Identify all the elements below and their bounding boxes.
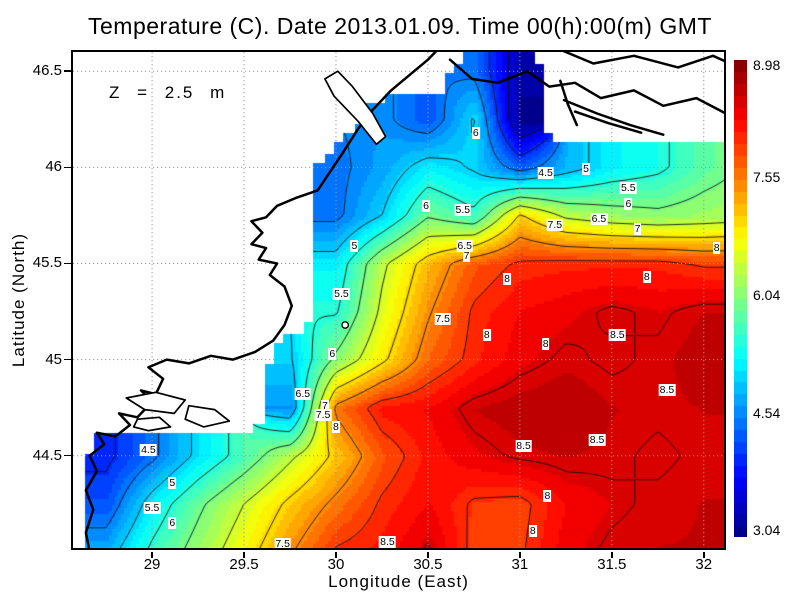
x-axis-tick <box>335 552 337 558</box>
x-axis-tick <box>151 552 153 558</box>
colorbar-tick-label: 4.54 <box>753 404 781 421</box>
y-axis-tick <box>64 70 71 72</box>
contour-label: 6 <box>422 199 430 212</box>
contour-label: 5.5 <box>620 182 637 195</box>
x-axis-tick <box>427 552 429 558</box>
contour-label: 5.5 <box>143 501 161 514</box>
contour-label: 8 <box>482 328 491 341</box>
coastline <box>562 98 665 136</box>
colorbar-tick-label: 6.04 <box>753 287 781 304</box>
contour-label: 5 <box>168 476 177 489</box>
contour-label: 4.5 <box>537 167 554 180</box>
colorbar-tick-label: 3.04 <box>753 521 781 538</box>
contour-label: 8.5 <box>609 328 626 341</box>
heatmap-canvas <box>73 52 724 548</box>
contour-label: 7 <box>633 222 642 235</box>
depth-annotation: Z = 2.5 m <box>109 83 227 102</box>
contour-label: 4.5 <box>140 443 157 456</box>
contour-label: 7.5 <box>274 538 291 550</box>
contour-label: 6 <box>168 517 177 529</box>
contour-label: 8 <box>541 338 550 351</box>
contour-label: 6.5 <box>294 388 312 401</box>
x-tick-label: 29.5 <box>229 556 259 573</box>
coastline <box>573 110 643 134</box>
contour-label: 6.5 <box>590 213 608 226</box>
y-axis-tick <box>64 454 71 457</box>
contour-label: 5.5 <box>454 203 472 216</box>
lake-outline <box>184 404 231 428</box>
contour-label: 8 <box>503 272 511 285</box>
contour-label: 5 <box>350 240 359 253</box>
contour-label: 5 <box>582 163 590 176</box>
contour-label: 8 <box>543 490 552 503</box>
plot-title: Temperature (C). Date 2013.01.09. Time 0… <box>88 13 712 39</box>
lake-outline <box>324 70 387 146</box>
coastline <box>448 58 724 114</box>
plot-area: Z = 2.5 m 6 4.5 5 5.5 6 6.5 7 8 6 5.5 6.5 7 7.5 8 8 5 5.… <box>71 50 726 550</box>
x-axis-tick <box>611 552 613 558</box>
contour-label: 6 <box>328 347 337 360</box>
contour-label: 8 <box>642 270 651 283</box>
coastline <box>559 79 579 127</box>
y-tick-label: 45 <box>45 350 62 368</box>
x-tick-label: 30 <box>327 556 345 573</box>
contour-label: 7 <box>321 399 329 412</box>
y-axis-tick <box>64 358 71 361</box>
x-tick-label: 30.5 <box>413 556 443 573</box>
contour-label: 8 <box>712 242 721 255</box>
y-tick-label: 46 <box>45 158 62 176</box>
colorbar-tick-label: 8.98 <box>753 57 781 74</box>
y-axis-label-svg: Latitude (North) <box>9 233 28 367</box>
contour-label: 8.5 <box>379 536 396 549</box>
contour-label: 6 <box>471 126 480 139</box>
colorbar <box>734 60 747 537</box>
contour-label: 5.5 <box>333 288 350 301</box>
x-tick-label: 31 <box>511 556 529 573</box>
contour-label: 7 <box>462 249 471 262</box>
x-axis-label: Longitude (East) <box>328 572 469 591</box>
station-marker <box>341 321 350 329</box>
coastline <box>562 52 724 69</box>
y-axis-tick <box>64 262 71 265</box>
x-tick-label: 31.5 <box>597 556 627 573</box>
x-tick-label: 29 <box>143 556 161 573</box>
x-tick-label: 32 <box>695 556 713 573</box>
contour-label: 7.5 <box>546 219 564 232</box>
colorbar-tick-label: 7.55 <box>753 169 781 186</box>
contour-label: 7.5 <box>314 409 332 422</box>
y-axis-tick <box>64 166 71 169</box>
x-axis-tick <box>243 552 245 558</box>
contour-label: 8.5 <box>515 440 532 453</box>
y-axis-label: Latitude (North) <box>9 233 28 367</box>
y-tick-label: 45.5 <box>32 254 62 272</box>
contour-label: 8.5 <box>588 434 606 447</box>
x-axis-tick <box>703 552 705 558</box>
contour-label: 8 <box>528 524 537 537</box>
contour-label: 6.5 <box>456 240 474 253</box>
contour-label: 8.5 <box>658 384 676 397</box>
lake-outline <box>132 416 172 432</box>
map-overlay-svg <box>73 52 724 548</box>
coastline <box>84 52 438 548</box>
contour-label: 6 <box>624 197 633 210</box>
contour-label: 8 <box>332 420 340 433</box>
contour-label: 7.5 <box>434 313 451 326</box>
lake-outline <box>125 391 187 415</box>
y-tick-label: 44.5 <box>32 446 62 464</box>
x-axis-tick <box>519 552 521 558</box>
y-tick-label: 46.5 <box>32 62 62 80</box>
